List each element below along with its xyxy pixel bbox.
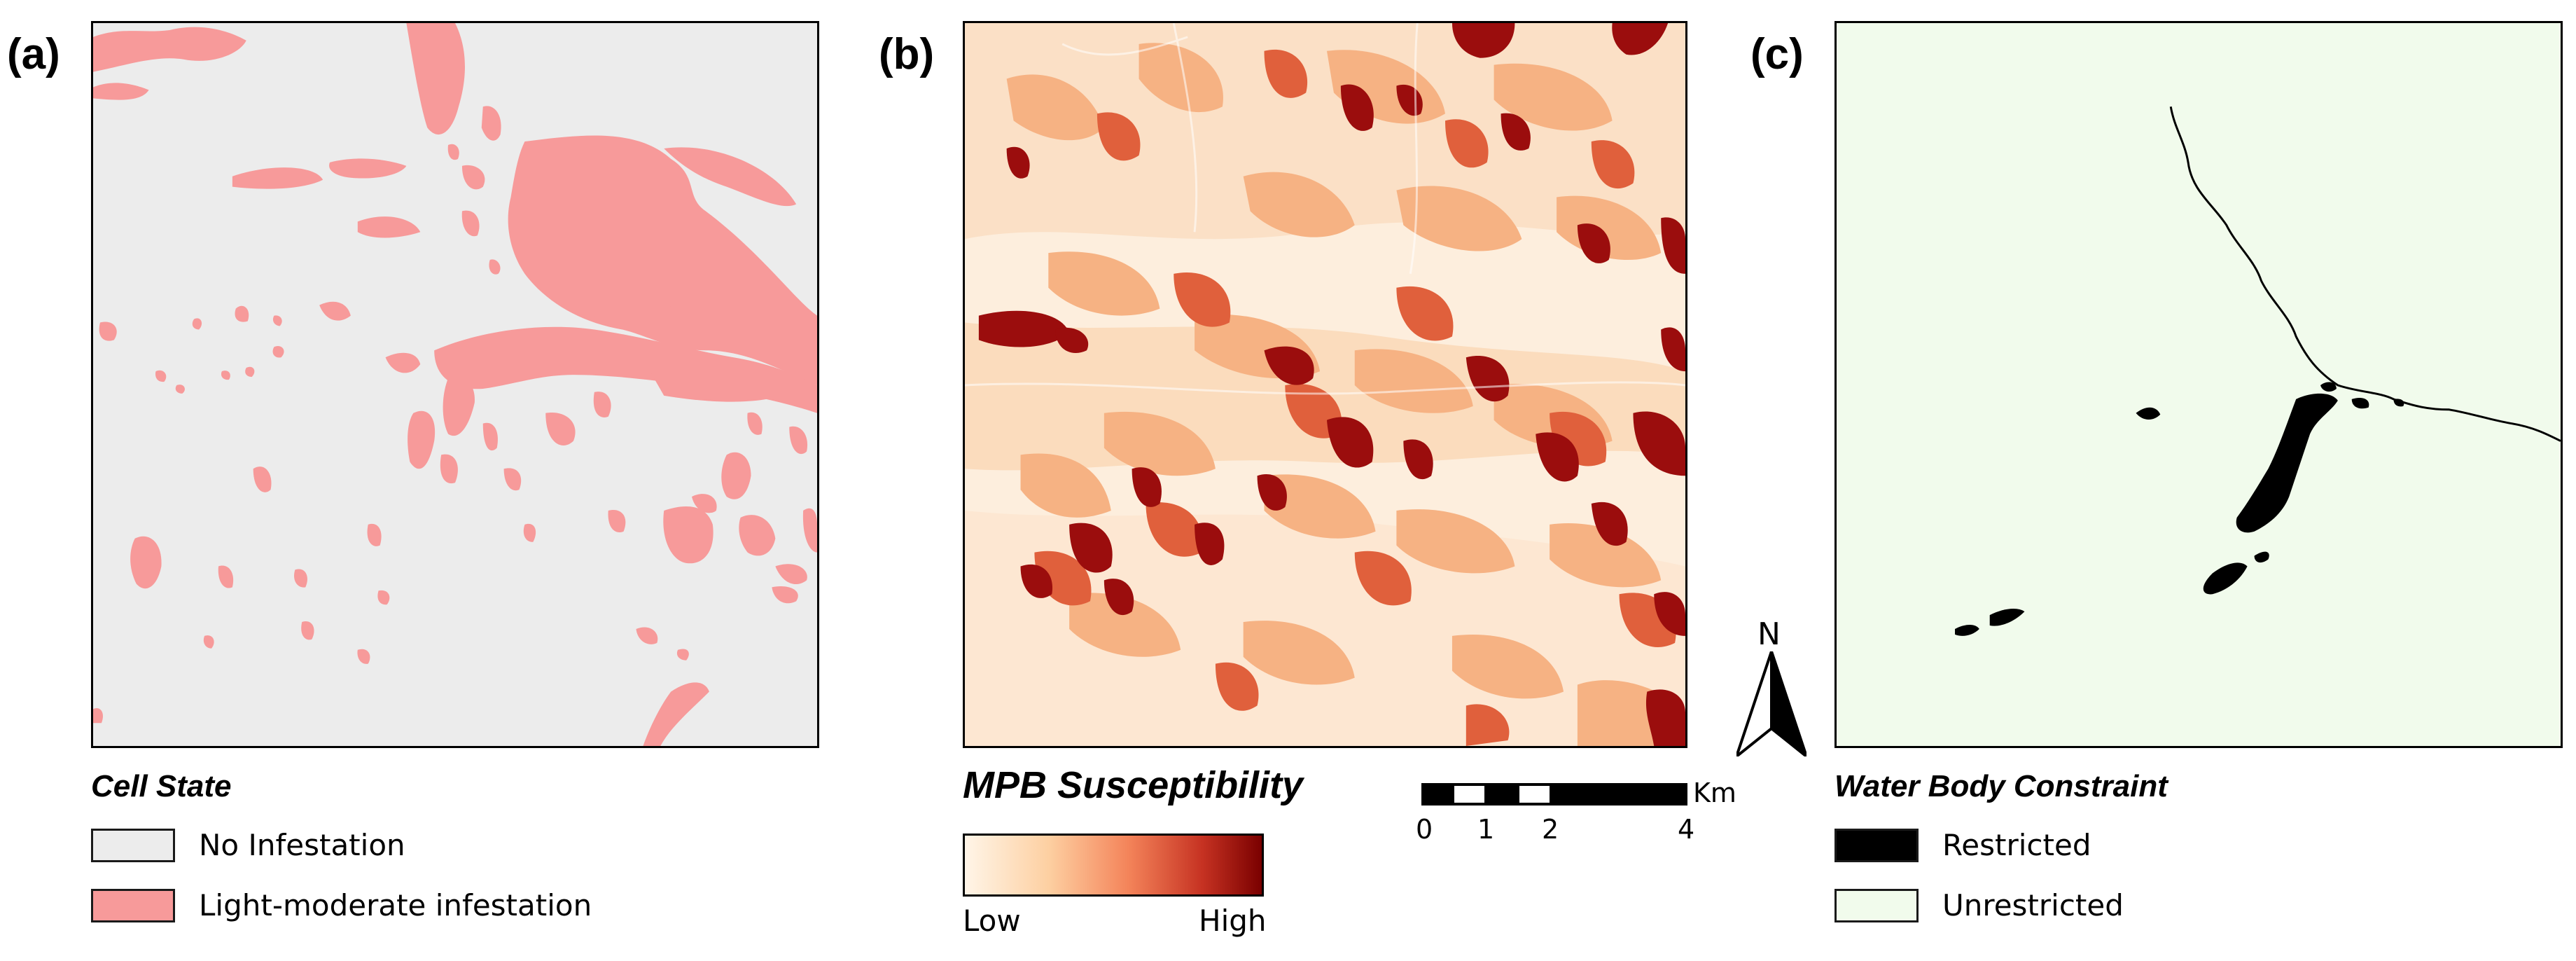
restricted-label: Restricted <box>1942 828 2091 862</box>
water-body-map <box>1834 21 2563 748</box>
panel-b-label: (b) <box>879 30 935 78</box>
river-line <box>2169 106 2561 442</box>
legend-item-restricted: Restricted <box>1834 828 2091 862</box>
susceptibility-very-high-patches <box>978 23 1685 746</box>
scale-tick-4: 4 <box>1678 814 1695 845</box>
mpb-susceptibility-map-svg <box>965 23 1685 746</box>
infestation-patches <box>93 23 817 746</box>
north-arrow-icon <box>1736 651 1806 756</box>
scale-tick-1: 1 <box>1477 814 1495 845</box>
drainage-streaks <box>965 23 1685 395</box>
light-moderate-label: Light-moderate infestation <box>199 888 592 922</box>
cell-state-legend-title: Cell State <box>91 769 232 803</box>
cell-state-map-svg <box>93 23 817 746</box>
restricted-swatch <box>1834 828 1919 862</box>
panel-a-label: (a) <box>7 30 60 78</box>
panel-c-label: (c) <box>1750 30 1804 78</box>
water-legend-title: Water Body Constraint <box>1834 769 2168 803</box>
scale-tick-0: 0 <box>1416 814 1433 845</box>
legend-item-unrestricted: Unrestricted <box>1834 888 2124 922</box>
scale-tick-2: 2 <box>1542 814 1559 845</box>
no-infestation-swatch <box>91 828 175 862</box>
scale-unit-label: Km <box>1693 777 1736 808</box>
ramp-low-label: Low <box>963 904 1021 938</box>
susceptibility-color-ramp <box>963 834 1264 897</box>
light-moderate-swatch <box>91 888 175 922</box>
north-arrow: N <box>1736 616 1806 756</box>
ramp-high-label: High <box>1199 904 1267 938</box>
unrestricted-swatch <box>1834 888 1919 922</box>
scale-bar-graphic <box>1421 783 1687 806</box>
unrestricted-label: Unrestricted <box>1942 888 2124 922</box>
restricted-water-bodies <box>1955 382 2404 636</box>
mpb-legend-title: MPB Susceptibility <box>963 764 1304 806</box>
mpb-susceptibility-map <box>963 21 1687 748</box>
no-infestation-label: No Infestation <box>199 828 405 862</box>
water-body-map-svg <box>1955 106 2561 636</box>
scale-bar: Km 0 1 2 4 <box>1416 777 1736 853</box>
legend-item-no-infestation: No Infestation <box>91 828 405 862</box>
cell-state-map <box>91 21 819 748</box>
legend-item-light-moderate: Light-moderate infestation <box>91 888 592 922</box>
north-arrow-label: N <box>1757 616 1781 652</box>
